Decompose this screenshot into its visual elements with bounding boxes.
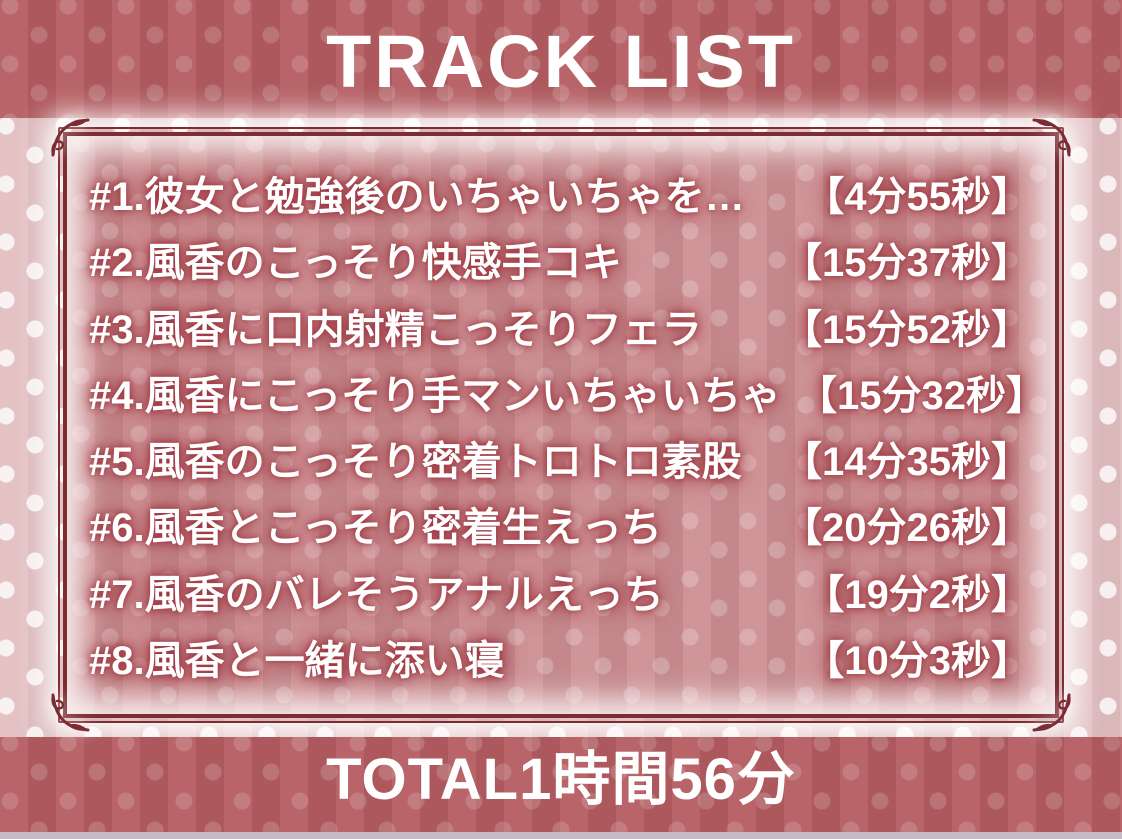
bottom-edge-strip	[0, 832, 1122, 839]
corner-flourish-icon	[1032, 118, 1071, 157]
track-row: #1.彼女と勉強後のいちゃいちゃを… 【4分55秒】	[89, 166, 1031, 228]
track-title: #3.風香に口内射精こっそりフェラ	[89, 307, 702, 352]
track-row: #6.風香とこっそり密着生えっち 【20分26秒】	[89, 497, 1031, 559]
track-duration: 【20分26秒】	[782, 506, 1031, 551]
track-duration: 【19分2秒】	[804, 572, 1031, 617]
track-row: #7.風香のバレそうアナルえっち 【19分2秒】	[89, 564, 1031, 626]
track-title: #5.風香のこっそり密着トロトロ素股	[89, 440, 742, 485]
track-duration: 【15分37秒】	[782, 241, 1031, 286]
track-row: #5.風香のこっそり密着トロトロ素股 【14分35秒】	[89, 431, 1031, 493]
track-title: #6.風香とこっそり密着生えっち	[89, 506, 662, 551]
track-title: #8.風香と一緒に添い寝	[89, 638, 505, 683]
track-row: #3.風香に口内射精こっそりフェラ 【15分52秒】	[89, 299, 1031, 361]
track-title: #4.風香にこっそり手マンいちゃいちゃ	[89, 373, 782, 418]
header-band: TRACK LIST	[0, 0, 1122, 118]
track-list: #1.彼女と勉強後のいちゃいちゃを… 【4分55秒】 #2.風香のこっそり快感手コキ…	[69, 138, 1053, 712]
page-title: TRACK LIST	[326, 20, 796, 103]
track-title: #2.風香のこっそり快感手コキ	[89, 241, 622, 286]
footer-band: TOTAL1時間56分	[0, 737, 1122, 832]
track-duration: 【10分3秒】	[804, 638, 1031, 683]
track-row: #8.風香と一緒に添い寝 【10分3秒】	[89, 630, 1031, 692]
track-row: #4.風香にこっそり手マンいちゃいちゃ 【15分32秒】	[89, 365, 1046, 427]
corner-flourish-icon	[1032, 693, 1071, 732]
track-duration: 【15分52秒】	[782, 307, 1031, 352]
track-duration: 【14分35秒】	[782, 440, 1031, 485]
tracklist-panel	[63, 132, 1059, 718]
track-title: #1.彼女と勉強後のいちゃいちゃを…	[89, 175, 745, 219]
track-duration: 【4分55秒】	[804, 175, 1031, 219]
tracklist-frame: #1.彼女と勉強後のいちゃいちゃを… 【4分55秒】 #2.風香のこっそり快感手コキ…	[51, 118, 1071, 732]
corner-flourish-icon	[51, 693, 90, 732]
track-row: #2.風香のこっそり快感手コキ 【15分37秒】	[89, 232, 1031, 294]
track-title: #7.風香のバレそうアナルえっち	[89, 572, 664, 617]
total-duration: TOTAL1時間56分	[326, 747, 796, 812]
track-duration: 【15分32秒】	[797, 373, 1046, 418]
corner-flourish-icon	[51, 118, 90, 157]
